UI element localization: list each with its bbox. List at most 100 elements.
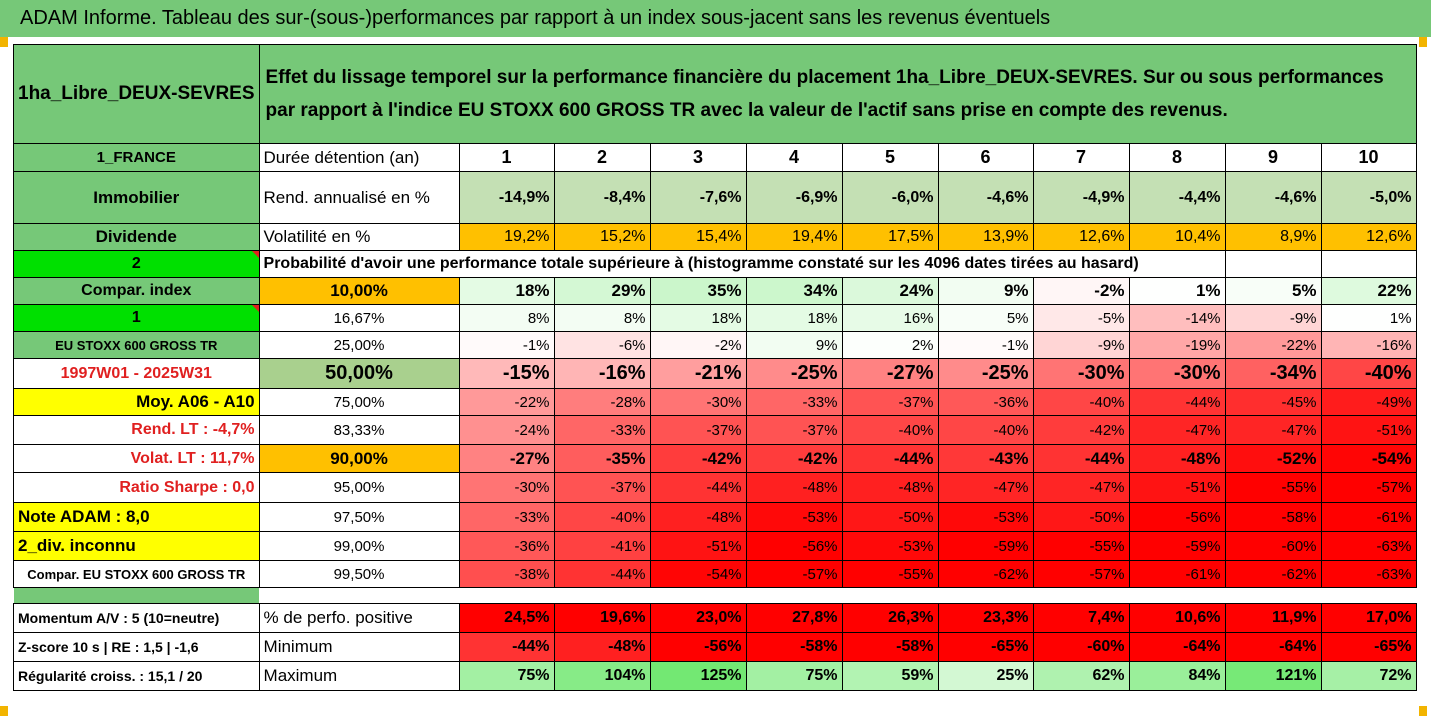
percentile-value: -58% <box>1224 502 1322 532</box>
percentile-row: 1 16,67% 8% 8% 18% 18% 16% 5% -5% -14% -9% 1% <box>13 304 1417 332</box>
volatility-value: 15,4% <box>649 223 747 251</box>
percentile-value: -40% <box>553 502 651 532</box>
percentile-value: 5% <box>937 304 1034 332</box>
side-label: 1997W01 - 2025W31 <box>13 358 260 389</box>
percentile-value: -40% <box>841 415 939 445</box>
percentile-row: Moy. A06 - A10 75,00% -22% -28% -30% -33% -37%… <box>13 388 1417 416</box>
stats-side-label: Régularité croiss. : 15,1 / 20 <box>13 661 260 691</box>
return-value: -4,6% <box>937 171 1034 224</box>
stats-value: -48% <box>553 632 651 662</box>
stats-value: -60% <box>1032 632 1130 662</box>
stats-value: 26,3% <box>841 603 939 633</box>
percentile-value: -61% <box>1320 502 1417 532</box>
percentile-value: -43% <box>937 444 1034 473</box>
percentile-value: -41% <box>553 531 651 561</box>
percentile-row: Compar. EU STOXX 600 GROSS TR 99,50% -38% -… <box>13 560 1417 588</box>
percentile-rows: Compar. index 10,00% 18% 29% 35% 34% 24% 9% -2% 1… <box>13 277 1417 588</box>
percentile-row: EU STOXX 600 GROSS TR 25,00% -1% -6% -2% 9% 2%… <box>13 331 1417 359</box>
percentile-value: -37% <box>745 415 843 445</box>
percentile-value: -22% <box>1224 331 1322 359</box>
probability-caption: Probabilité d'avoir une performance tota… <box>258 250 1226 278</box>
year-header: 5 <box>841 143 939 172</box>
percentile-value: -53% <box>745 502 843 532</box>
percentile-value: -1% <box>458 331 555 359</box>
corner-marker <box>0 706 8 716</box>
side-label: Ratio Sharpe : 0,0 <box>13 472 260 503</box>
stats-value: 125% <box>649 661 747 691</box>
percentile-value: -21% <box>649 358 747 389</box>
country-label: 1_FRANCE <box>13 143 260 172</box>
stats-row: Momentum A/V : 5 (10=neutre)% de perfo. … <box>13 603 1417 633</box>
percentile-value: -54% <box>649 560 747 588</box>
asset-class-label: Immobilier <box>13 171 260 224</box>
percentile-value: -62% <box>1224 560 1322 588</box>
percentile-value: 1% <box>1320 304 1417 332</box>
percentile-value: 22% <box>1320 277 1417 305</box>
return-value: -8,4% <box>553 171 651 224</box>
percentile-label: 16,67% <box>258 304 460 332</box>
percentile-value: -44% <box>553 560 651 588</box>
percentile-row: 2_div. inconnu 99,00% -36% -41% -51% -56% -53%… <box>13 531 1417 561</box>
year-header: 6 <box>937 143 1034 172</box>
percentile-value: -61% <box>1128 560 1226 588</box>
percentile-value: -63% <box>1320 531 1417 561</box>
percentile-value: -36% <box>458 531 555 561</box>
side-label: 2_div. inconnu <box>13 531 260 561</box>
stats-value: 59% <box>841 661 939 691</box>
percentile-value: -15% <box>458 358 555 389</box>
stats-value: 23,3% <box>937 603 1034 633</box>
percentile-value: -49% <box>1320 388 1417 416</box>
report-description: Effet du lissage temporel sur la perform… <box>258 44 1417 144</box>
side-label: Compar. index <box>13 277 260 305</box>
year-header: 3 <box>649 143 747 172</box>
percentile-label: 10,00% <box>258 277 460 305</box>
percentile-value: -24% <box>458 415 555 445</box>
performance-table: 1ha_Libre_DEUX-SEVRES Effet du lissage t… <box>13 44 1417 691</box>
percentile-row: Note ADAM : 8,0 97,50% -33% -40% -48% -53% -50… <box>13 502 1417 532</box>
percentile-value: -27% <box>458 444 555 473</box>
percentile-value: -6% <box>553 331 651 359</box>
percentile-value: -9% <box>1224 304 1322 332</box>
percentile-row: Volat. LT : 11,7% 90,00% -27% -35% -42% -42% -… <box>13 444 1417 473</box>
percentile-value: -54% <box>1320 444 1417 473</box>
percentile-value: 8% <box>458 304 555 332</box>
return-value: -4,6% <box>1224 171 1322 224</box>
percentile-value: 34% <box>745 277 843 305</box>
fund-name: 1ha_Libre_DEUX-SEVRES <box>13 44 260 144</box>
volatility-value: 12,6% <box>1032 223 1130 251</box>
stats-side-label: Z-score 10 s | RE : 1,5 | -1,6 <box>13 632 260 662</box>
percentile-value: -28% <box>553 388 651 416</box>
stats-value: -44% <box>458 632 555 662</box>
percentile-value: -42% <box>1032 415 1130 445</box>
volatility-value: 8,9% <box>1224 223 1322 251</box>
percentile-label: 99,00% <box>258 531 460 561</box>
stats-row: Régularité croiss. : 15,1 / 20 Maximum 75%… <box>13 661 1417 691</box>
percentile-value: -52% <box>1224 444 1322 473</box>
percentile-value: 24% <box>841 277 939 305</box>
return-value: -6,9% <box>745 171 843 224</box>
dividend-label: Dividende <box>13 223 260 251</box>
percentile-value: -37% <box>841 388 939 416</box>
side-label: EU STOXX 600 GROSS TR <box>13 331 260 359</box>
stats-value: 104% <box>553 661 651 691</box>
volatility-value: 10,4% <box>1128 223 1226 251</box>
percentile-label: 50,00% <box>258 358 460 389</box>
percentile-value: -53% <box>937 502 1034 532</box>
stats-value: -64% <box>1224 632 1322 662</box>
percentile-value: -55% <box>1224 472 1322 503</box>
percentile-value: -30% <box>649 388 747 416</box>
year-header: 7 <box>1032 143 1130 172</box>
stats-value: 25% <box>937 661 1034 691</box>
return-value: -7,6% <box>649 171 747 224</box>
volatility-value: 19,4% <box>745 223 843 251</box>
side-label: Note ADAM : 8,0 <box>13 502 260 532</box>
percentile-value: 18% <box>649 304 747 332</box>
percentile-value: -57% <box>1320 472 1417 503</box>
stats-value: 27,8% <box>745 603 843 633</box>
percentile-value: -55% <box>841 560 939 588</box>
side-label: Compar. EU STOXX 600 GROSS TR <box>13 560 260 588</box>
percentile-value: -30% <box>1032 358 1130 389</box>
volatility-value: 15,2% <box>553 223 651 251</box>
percentile-value: -19% <box>1128 331 1226 359</box>
stats-value: 11,9% <box>1224 603 1322 633</box>
